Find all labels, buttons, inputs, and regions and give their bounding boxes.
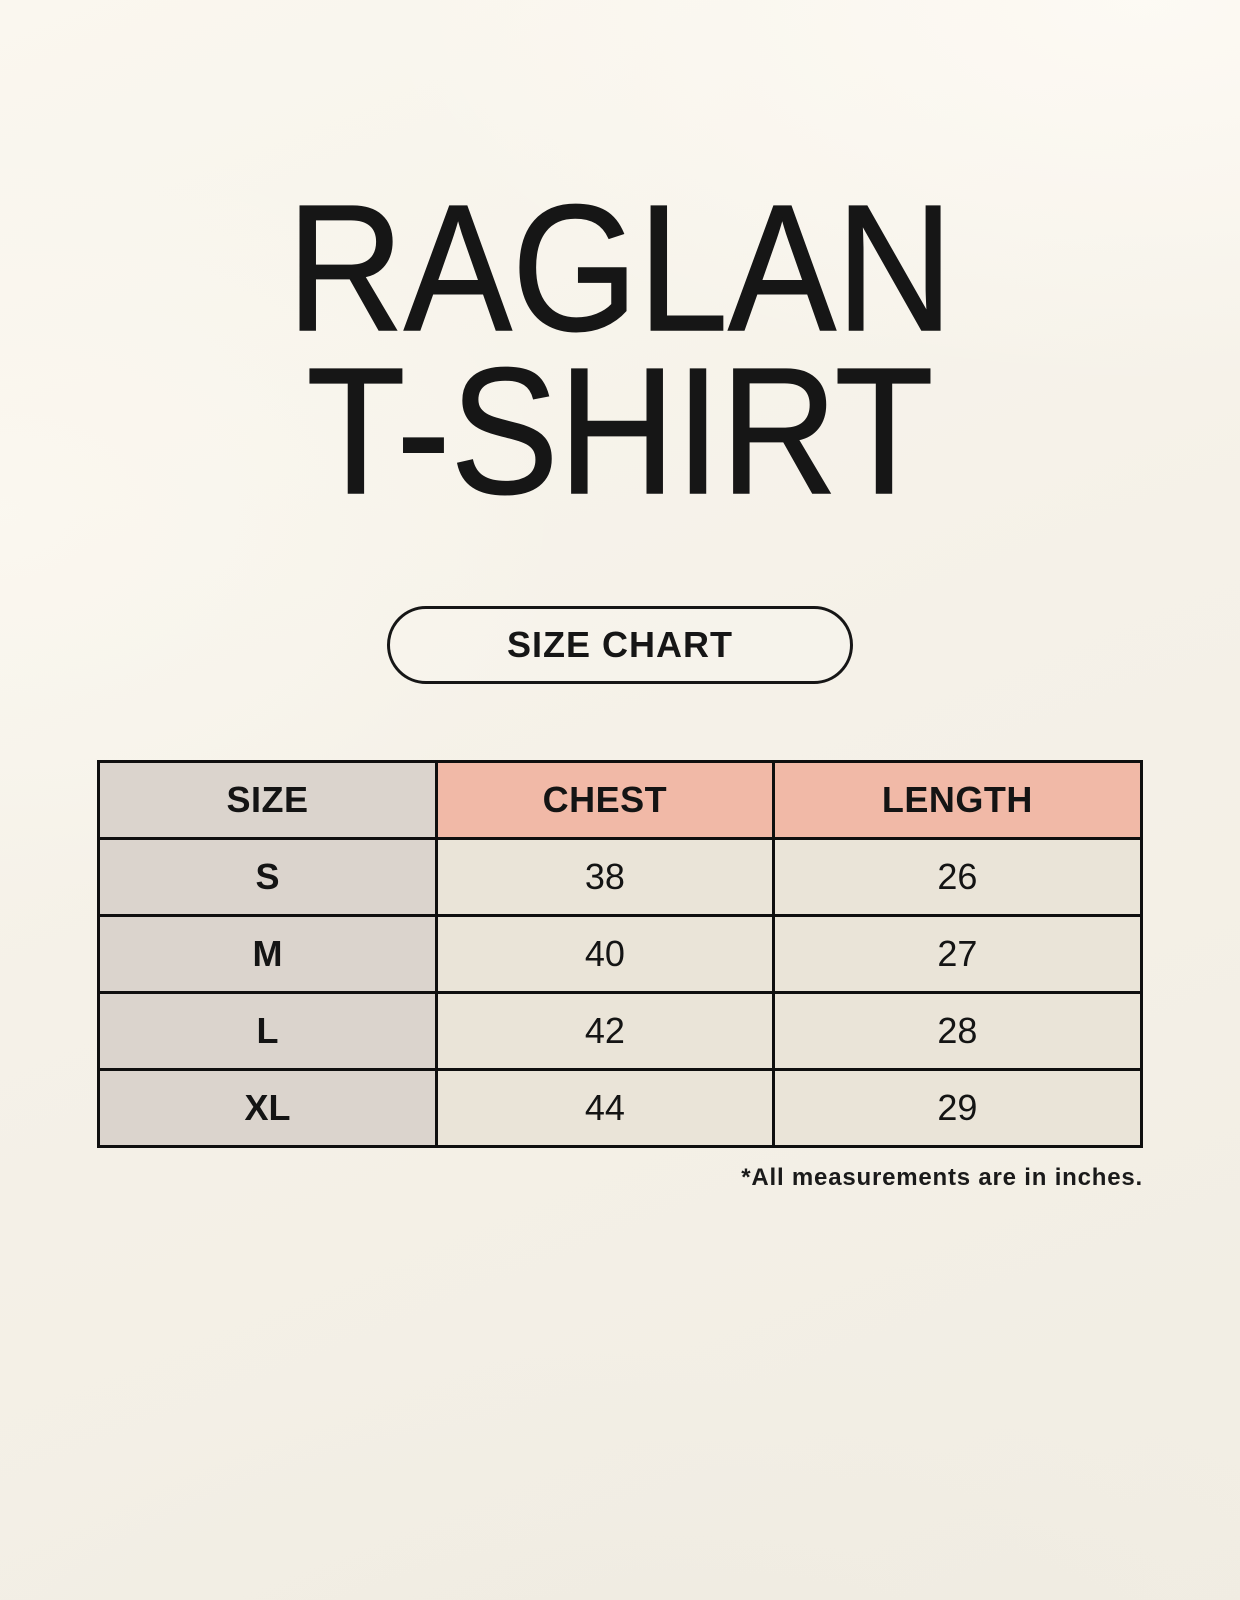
chest-value: 38 [434, 836, 775, 917]
table-row-l: L 42 28 [97, 990, 1144, 1071]
size-chart-button[interactable]: SIZE CHART [387, 605, 853, 684]
column-header-length: LENGTH [771, 759, 1144, 840]
chest-value: 44 [434, 1067, 775, 1148]
table-row-xl: XL 44 29 [97, 1067, 1144, 1148]
table-row-s: S 38 26 [97, 836, 1144, 917]
length-value: 28 [771, 990, 1144, 1071]
table-header-row: SIZE CHEST LENGTH [97, 759, 1144, 840]
chest-value: 42 [434, 990, 775, 1071]
column-header-chest: CHEST [434, 759, 775, 840]
size-label: L [97, 990, 438, 1071]
column-header-size: SIZE [97, 759, 438, 840]
size-chart-table: SIZE CHEST LENGTH S 38 26 M 40 27 L 42 2… [97, 759, 1144, 1148]
length-value: 29 [771, 1067, 1144, 1148]
product-title-line2: T-SHIRT [306, 330, 934, 532]
chest-value: 40 [434, 913, 775, 994]
length-value: 27 [771, 913, 1144, 994]
size-label: XL [97, 1067, 438, 1148]
table-row-m: M 40 27 [97, 913, 1144, 994]
size-label: S [97, 836, 438, 917]
size-chart-button-label: SIZE CHART [507, 623, 733, 665]
product-title-line1: RAGLAN [286, 168, 954, 369]
size-label: M [97, 913, 438, 994]
length-value: 26 [771, 836, 1144, 917]
product-title: RAGLAN T-SHIRT [62, 0, 1178, 532]
measurements-note: *All measurements are in inches. [741, 1163, 1143, 1191]
